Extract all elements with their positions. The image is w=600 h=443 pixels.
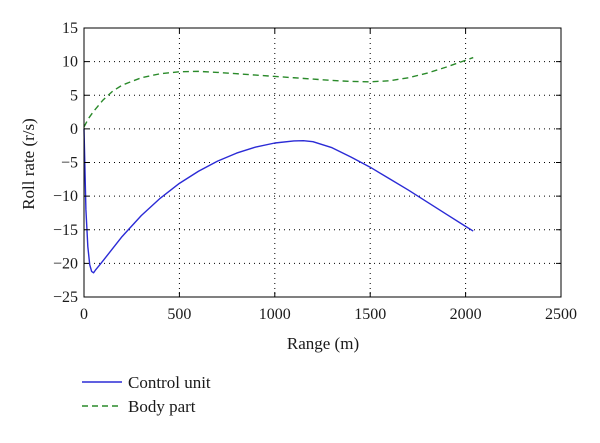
x-tick-label-5: 2500 (545, 306, 577, 323)
legend-label-control-unit: Control unit (128, 373, 211, 392)
x-tick-label-2: 1000 (259, 306, 291, 323)
y-tick-label-6: −15 (53, 222, 78, 239)
plot-area: 0 500 1000 1500 2000 2500 15 10 5 0 −5 −10 −15 −20 −25 (53, 20, 577, 323)
x-tick-label-4: 2000 (450, 306, 482, 323)
y-tick-label-5: −10 (53, 188, 78, 205)
y-tick-label-3: 0 (70, 121, 78, 138)
series-line-body-part (83, 56, 474, 128)
series-line-control-unit (83, 128, 474, 274)
y-tick-label-4: −5 (61, 155, 78, 172)
legend: Control unit Body part (82, 373, 211, 416)
y-axis-label: Roll rate (r/s) (19, 118, 38, 210)
legend-label-body-part: Body part (128, 397, 196, 416)
x-tick-label-1: 500 (167, 306, 191, 323)
y-tick-label-0: 15 (62, 20, 78, 37)
y-tick-label-7: −20 (53, 255, 78, 272)
y-tick-label-8: −25 (53, 289, 78, 306)
y-tick-label-1: 10 (62, 54, 78, 71)
x-axis-label: Range (m) (287, 334, 359, 353)
x-tick-label-3: 1500 (354, 306, 386, 323)
x-tick-label-0: 0 (80, 306, 88, 323)
y-tick-label-2: 5 (70, 87, 78, 104)
